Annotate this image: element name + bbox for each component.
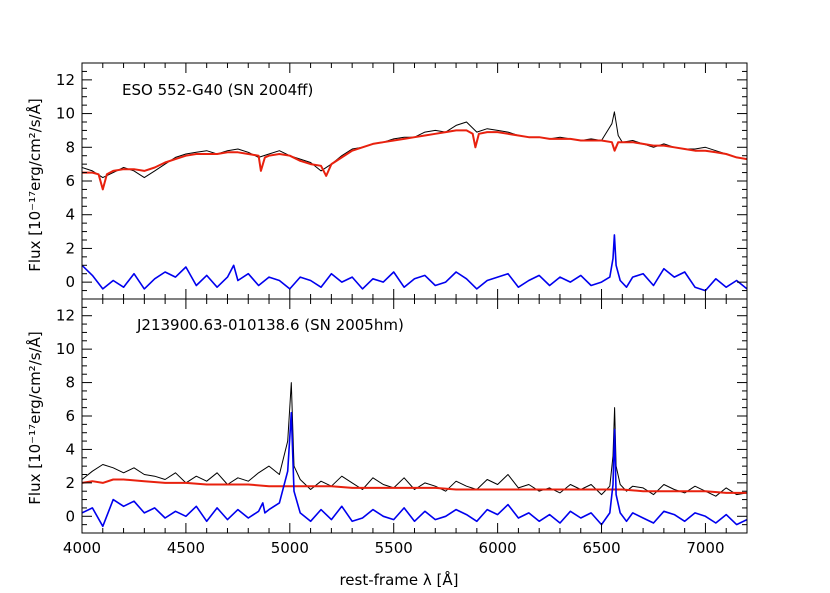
panel-1-ytick-label: 12 [56,307,75,325]
panel-1-ytick-label: 10 [56,340,75,358]
x-axis-title: rest-frame λ [Å] [339,570,458,589]
panel-1-ytick-label: 0 [65,507,75,525]
panel-1-xtick-label: 7000 [686,539,724,557]
panel-1-ytick-label: 4 [65,440,75,458]
panel-1-frame [81,298,748,534]
panel-0-ytick-label: 4 [65,206,75,224]
panel-bottom-annotation: J213900.63-010138.6 (SN 2005hm) [136,316,404,334]
panel-1-xtick-label: 5000 [271,539,309,557]
panel-bottom-ylabel: Flux [10⁻¹⁷erg/cm²/s/Å] [25,331,44,504]
panel-0-ytick-label: 8 [65,138,75,156]
panel-1-observed-line [82,382,747,497]
panel-0-ytick-label: 2 [65,239,75,257]
panel-eso552-g40: 0 2 4 6 8 10 12 ESO 552-G40 (SN 2004ff) Flux [… [25,62,748,300]
panel-top-plot-area: 0 2 4 6 8 10 12 [56,62,748,300]
panel-top-ylabel: Flux [10⁻¹⁷erg/cm²/s/Å] [25,98,44,271]
panel-1-model-line [82,478,747,494]
panel-0-ytick-label: 12 [56,71,75,89]
panel-top-annotation: ESO 552-G40 (SN 2004ff) [122,81,313,99]
panel-1-ytick-label: 2 [65,474,75,492]
panel-1-xtick-label: 6000 [479,539,517,557]
panel-0-observed-line [82,111,747,179]
panel-0-ytick-label: 10 [56,105,75,123]
panel-0-ytick-label: 0 [65,273,75,291]
panel-1-xtick-label: 4000 [63,539,101,557]
panel-1-ytick-label: 8 [65,374,75,392]
panel-j213900: 0 2 4 6 8 10 12 4000 4500 5000 5500 6000 6500 7000 J2… [25,298,748,589]
panel-1-xtick-label: 5500 [375,539,413,557]
panel-0-ytick-label: 6 [65,172,75,190]
panel-1-ytick-label: 6 [65,407,75,425]
panel-0-model-line [82,129,747,191]
panel-bottom-plot-area: 0 2 4 6 8 10 12 4000 4500 5000 5500 6000 6500 7000 [56,298,748,557]
panel-0-residual-line [82,234,747,292]
panel-1-residual-line [82,411,747,528]
panel-1-xtick-label: 4500 [167,539,205,557]
panel-1-xtick-label: 6500 [582,539,620,557]
